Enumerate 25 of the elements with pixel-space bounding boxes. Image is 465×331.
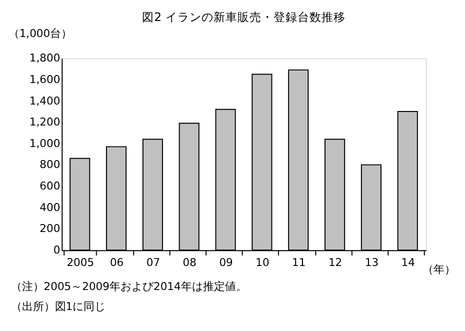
y-tick-label: 800 bbox=[40, 158, 60, 172]
x-tick-label: 12 bbox=[328, 256, 342, 270]
x-tick-label: 08 bbox=[182, 256, 197, 270]
y-tick-label: 1,400 bbox=[29, 94, 60, 108]
text: （注）2005～2009年および2014年は推定値。 bbox=[10, 280, 247, 294]
y-tick-label: 1,200 bbox=[29, 116, 60, 129]
x-axis-title: （年） bbox=[422, 263, 456, 276]
x-tick-label: 14 bbox=[401, 256, 416, 270]
x-tick-label: 2005 bbox=[66, 256, 94, 270]
x-tick-label: 10 bbox=[256, 256, 270, 270]
text: （出所）図1に同じ bbox=[10, 300, 106, 313]
y-axis-title: （1,000台） bbox=[8, 27, 72, 40]
chart-title: 図2 イランの新車販売・登録台数推移 bbox=[142, 10, 346, 24]
x-tick-label: 13 bbox=[364, 256, 379, 270]
y-tick-label: 0 bbox=[53, 244, 60, 257]
y-tick-label: 1,000 bbox=[29, 136, 60, 150]
y-tick-label: 1,600 bbox=[29, 72, 60, 86]
y-tick-label: 200 bbox=[40, 222, 60, 236]
y-tick-label: 400 bbox=[40, 200, 60, 214]
x-tick-label: 06 bbox=[110, 256, 124, 270]
y-tick-label: 1,800 bbox=[29, 52, 60, 65]
x-tick-label: 11 bbox=[292, 256, 306, 270]
x-tick-label: 07 bbox=[146, 256, 160, 270]
y-tick-label: 600 bbox=[40, 180, 60, 193]
x-tick-label: 09 bbox=[219, 256, 234, 270]
